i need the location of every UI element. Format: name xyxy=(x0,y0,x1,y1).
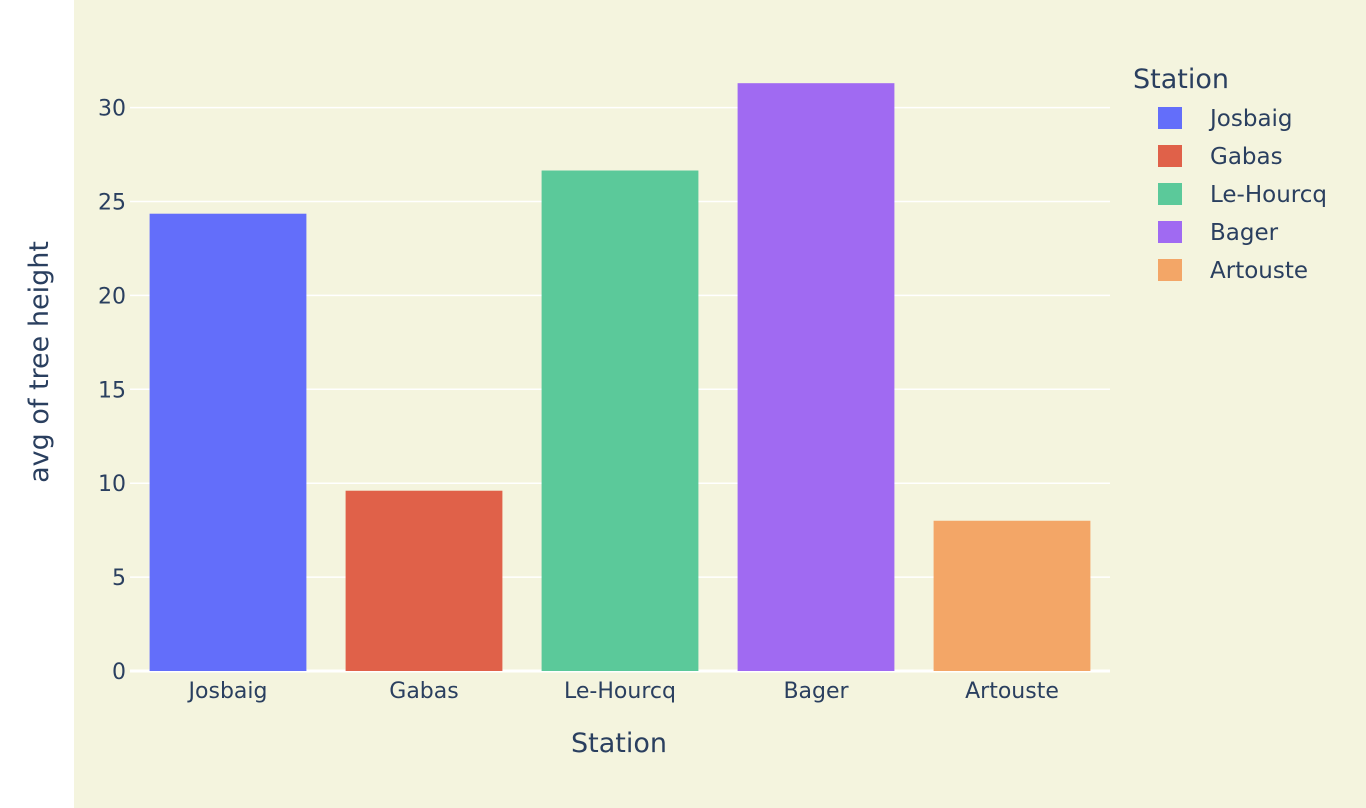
x-axis-title: Station xyxy=(571,728,667,759)
bar-gabas[interactable] xyxy=(345,490,503,671)
legend-label: Artouste xyxy=(1210,258,1308,284)
legend-label: Bager xyxy=(1210,220,1279,246)
y-tick-label: 15 xyxy=(98,378,126,403)
legend-swatch xyxy=(1158,183,1182,205)
legend-swatch xyxy=(1158,145,1182,167)
legend-item-le-hourcq[interactable]: Le-Hourcq xyxy=(1158,182,1327,208)
legend-label: Gabas xyxy=(1210,144,1283,170)
y-tick-label: 30 xyxy=(98,97,126,122)
legend-swatch xyxy=(1158,259,1182,281)
y-axis-title: avg of tree height xyxy=(24,241,55,483)
legend-title: Station xyxy=(1133,64,1229,95)
bars xyxy=(149,83,1091,672)
bar-le-hourcq[interactable] xyxy=(541,170,699,671)
legend: Station Josbaig Gabas Le-Hourcq Bager Artous… xyxy=(1133,64,1327,284)
x-axis-ticks: Josbaig Gabas Le-Hourcq Bager Artouste xyxy=(187,679,1059,704)
legend-item-bager[interactable]: Bager xyxy=(1158,220,1279,246)
legend-swatch xyxy=(1158,107,1182,129)
y-tick-label: 20 xyxy=(98,284,126,309)
legend-items: Josbaig Gabas Le-Hourcq Bager Artouste xyxy=(1158,106,1327,284)
x-tick-label: Gabas xyxy=(389,679,458,704)
bar-artouste[interactable] xyxy=(933,520,1091,671)
y-tick-label: 5 xyxy=(112,566,126,591)
legend-item-artouste[interactable]: Artouste xyxy=(1158,258,1308,284)
x-tick-label: Artouste xyxy=(965,679,1059,704)
y-tick-label: 25 xyxy=(98,191,126,216)
x-tick-label: Le-Hourcq xyxy=(564,679,676,704)
bar-josbaig[interactable] xyxy=(149,213,307,671)
legend-label: Josbaig xyxy=(1208,106,1293,132)
x-tick-label: Bager xyxy=(783,679,849,704)
x-tick-label: Josbaig xyxy=(187,679,268,704)
legend-item-josbaig[interactable]: Josbaig xyxy=(1158,106,1293,132)
bar-bager[interactable] xyxy=(737,83,895,672)
legend-item-gabas[interactable]: Gabas xyxy=(1158,144,1283,170)
y-tick-label: 10 xyxy=(98,472,126,497)
legend-label: Le-Hourcq xyxy=(1210,182,1327,208)
legend-swatch xyxy=(1158,221,1182,243)
y-tick-label: 0 xyxy=(112,660,126,685)
y-axis-ticks: 0 5 10 15 20 25 30 xyxy=(98,97,126,685)
